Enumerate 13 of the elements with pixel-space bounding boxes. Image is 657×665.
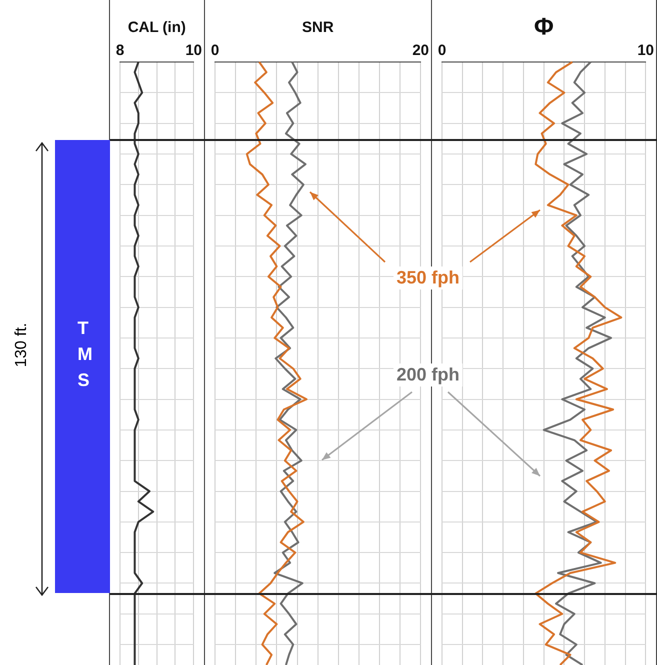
x-tick-label: 20 xyxy=(412,42,429,60)
text: 200 fph xyxy=(393,364,463,386)
text: 130 ft. xyxy=(13,322,31,368)
chart-title: SNR xyxy=(302,19,334,36)
chart-title: Φ xyxy=(534,14,554,41)
x-tick-label: 0 xyxy=(438,42,446,60)
x-tick-label: 0 xyxy=(210,42,220,60)
x-tick-label: 10 xyxy=(185,42,202,60)
x-tick-label: 8 xyxy=(116,42,124,60)
chart-title: CAL (in) xyxy=(128,19,186,36)
text: 350 fph xyxy=(393,266,463,290)
x-tick-label: 10 xyxy=(637,42,654,60)
text: T M S xyxy=(78,317,92,392)
